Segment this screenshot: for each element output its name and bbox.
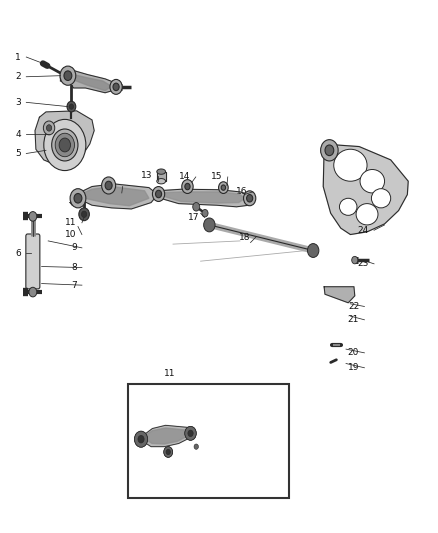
Polygon shape (79, 187, 149, 206)
Bar (128, 384, 289, 498)
Ellipse shape (157, 169, 166, 174)
Circle shape (155, 190, 162, 198)
Text: 15: 15 (211, 173, 223, 181)
Ellipse shape (334, 149, 367, 181)
Text: 18: 18 (239, 233, 251, 241)
Circle shape (134, 431, 148, 447)
Circle shape (247, 195, 253, 202)
FancyBboxPatch shape (26, 234, 40, 289)
Circle shape (325, 145, 334, 156)
Circle shape (59, 138, 71, 152)
Circle shape (81, 211, 87, 217)
Circle shape (307, 244, 319, 257)
Polygon shape (60, 69, 117, 93)
Circle shape (202, 209, 208, 217)
Circle shape (193, 203, 200, 211)
Circle shape (185, 426, 196, 440)
Text: 10: 10 (65, 230, 77, 239)
Text: 4: 4 (15, 130, 21, 139)
Text: 22: 22 (348, 302, 359, 311)
Circle shape (70, 189, 86, 208)
Text: 24: 24 (357, 226, 369, 235)
Circle shape (134, 431, 148, 447)
Circle shape (74, 193, 82, 203)
Text: 1: 1 (15, 53, 21, 61)
Circle shape (164, 447, 173, 457)
Circle shape (204, 218, 215, 232)
Circle shape (52, 129, 78, 161)
Polygon shape (69, 74, 112, 91)
Circle shape (69, 104, 74, 109)
Circle shape (219, 182, 228, 193)
Text: 17: 17 (188, 213, 199, 222)
Ellipse shape (339, 198, 357, 215)
Text: 14: 14 (179, 173, 191, 181)
Circle shape (110, 79, 122, 94)
Circle shape (79, 208, 89, 221)
Text: 21: 21 (348, 316, 359, 324)
Circle shape (188, 430, 193, 437)
Text: 11: 11 (65, 219, 77, 227)
Text: 20: 20 (348, 349, 359, 357)
Polygon shape (324, 287, 355, 303)
Polygon shape (145, 428, 188, 444)
Circle shape (102, 177, 116, 194)
Ellipse shape (360, 169, 385, 193)
Text: 12: 12 (106, 182, 117, 191)
Circle shape (244, 191, 256, 206)
Text: 3: 3 (15, 98, 21, 107)
Circle shape (29, 287, 37, 297)
Circle shape (67, 101, 76, 112)
Polygon shape (160, 192, 245, 203)
Ellipse shape (157, 179, 166, 184)
Circle shape (113, 83, 119, 91)
Circle shape (185, 183, 190, 190)
Circle shape (352, 256, 358, 264)
Text: 13: 13 (141, 172, 152, 180)
Polygon shape (157, 189, 254, 207)
Circle shape (46, 125, 52, 131)
Text: 2: 2 (15, 72, 21, 81)
Circle shape (152, 187, 165, 201)
Text: 5: 5 (15, 149, 21, 158)
Circle shape (164, 447, 173, 457)
Circle shape (221, 185, 226, 190)
Ellipse shape (356, 204, 378, 225)
Circle shape (64, 71, 72, 80)
Polygon shape (70, 184, 158, 209)
Text: 16: 16 (236, 188, 247, 196)
Circle shape (60, 66, 76, 85)
Polygon shape (323, 145, 408, 235)
Circle shape (138, 435, 144, 443)
Circle shape (194, 444, 198, 449)
Text: 23: 23 (357, 260, 369, 268)
Circle shape (55, 133, 74, 157)
Text: 8: 8 (71, 263, 77, 272)
Text: 11: 11 (164, 369, 176, 378)
Circle shape (44, 119, 86, 171)
Circle shape (166, 449, 170, 455)
Circle shape (43, 121, 55, 135)
Polygon shape (139, 425, 193, 447)
Circle shape (182, 180, 193, 193)
Text: 9: 9 (71, 244, 77, 252)
Polygon shape (35, 111, 94, 166)
Text: 19: 19 (348, 364, 359, 372)
Ellipse shape (371, 189, 391, 208)
Text: 6: 6 (15, 249, 21, 257)
Circle shape (185, 426, 196, 440)
Text: 7: 7 (71, 281, 77, 289)
Circle shape (105, 181, 112, 190)
Circle shape (321, 140, 338, 161)
Circle shape (29, 212, 37, 221)
Polygon shape (157, 172, 166, 181)
